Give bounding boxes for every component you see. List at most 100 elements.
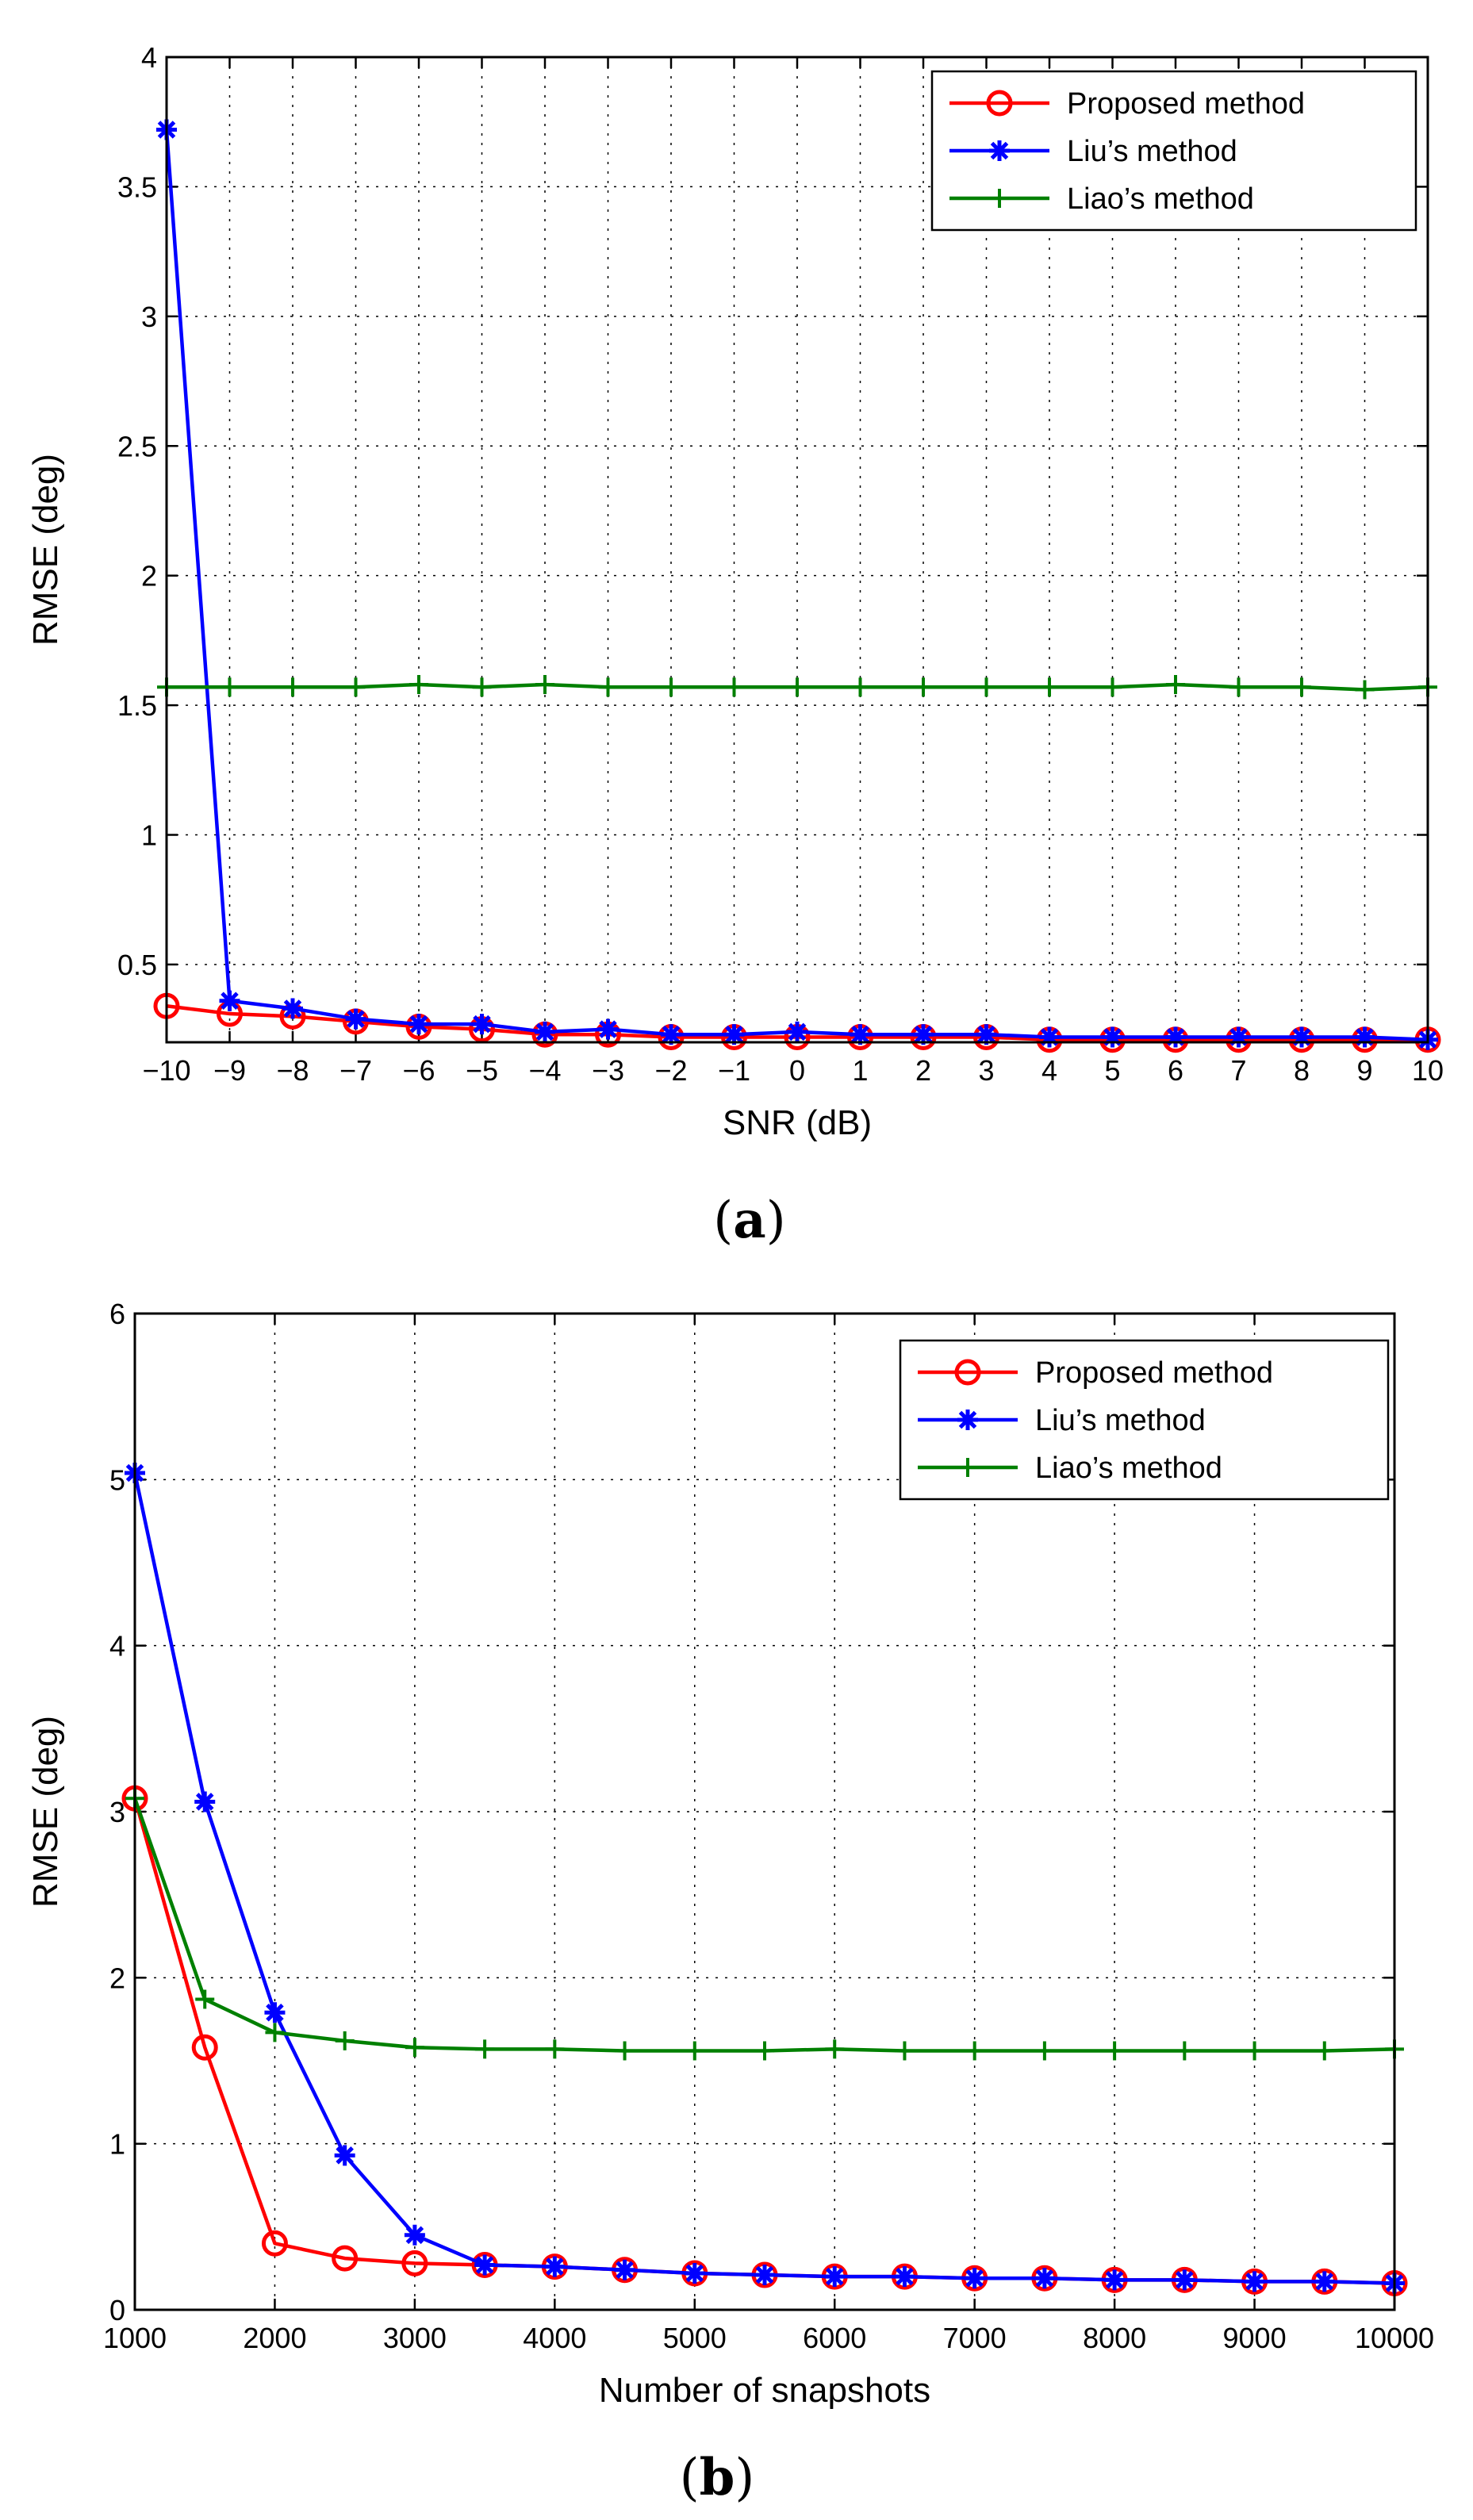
y-tick-label: 2 bbox=[109, 1962, 125, 1994]
data-point bbox=[544, 2256, 566, 2277]
data-point bbox=[914, 677, 933, 697]
data-point bbox=[976, 1024, 997, 1045]
data-point bbox=[265, 2023, 285, 2042]
data-point bbox=[755, 2041, 774, 2061]
x-tick-label: 9 bbox=[1356, 1054, 1372, 1087]
x-tick-label: 10000 bbox=[1355, 2322, 1434, 2354]
x-tick-label: 7 bbox=[1230, 1054, 1246, 1087]
x-tick-label: 8000 bbox=[1083, 2322, 1146, 2354]
data-point bbox=[335, 2031, 355, 2050]
data-point bbox=[598, 677, 618, 697]
data-point bbox=[964, 2268, 985, 2289]
legend: Proposed method Liu’s method Liao’s method bbox=[899, 1339, 1390, 1501]
x-tick-label: −10 bbox=[142, 1054, 190, 1087]
x-tick-label: 5 bbox=[1104, 1054, 1120, 1087]
axes-frame bbox=[133, 1312, 1396, 2311]
x-tick-label: 10 bbox=[1412, 1054, 1444, 1087]
legend-label: Proposed method bbox=[1035, 1356, 1273, 1390]
data-point bbox=[346, 677, 366, 697]
x-tick-label: −9 bbox=[213, 1054, 246, 1087]
data-point bbox=[405, 2038, 424, 2058]
y-tick-label: 2 bbox=[141, 560, 157, 593]
data-point bbox=[282, 998, 303, 1019]
data-point bbox=[824, 2266, 846, 2288]
chart-b: 1000 2000 3000 4000 5000 6000 7000 8000 9000 1000… bbox=[26, 1298, 1434, 2507]
data-point bbox=[724, 677, 744, 697]
x-tick-label: −1 bbox=[718, 1054, 750, 1087]
chart-a: −10 −9 −8 −7 −6 −5 −4 −3 −2 −1 0 1 2 3 4 5 6 7 8 9 100.511.5… bbox=[26, 41, 1444, 1250]
y-tick-label: 3 bbox=[141, 301, 157, 333]
x-tick-label: 3000 bbox=[383, 2322, 447, 2354]
legend-marker bbox=[986, 90, 1013, 117]
series-2 bbox=[156, 119, 1438, 1050]
y-tick-label: 1 bbox=[141, 819, 157, 852]
data-point bbox=[1040, 677, 1059, 697]
legend-label: Liao’s method bbox=[1067, 182, 1254, 216]
data-point bbox=[614, 2259, 635, 2280]
data-point bbox=[475, 2039, 495, 2059]
data-point bbox=[1245, 2041, 1264, 2061]
data-point bbox=[1244, 2271, 1265, 2292]
data-point bbox=[220, 677, 240, 697]
legend-marker bbox=[957, 1410, 978, 1430]
x-tick-label: −8 bbox=[276, 1054, 309, 1087]
y-tick-label: 1 bbox=[109, 2128, 125, 2161]
data-point bbox=[1102, 1026, 1123, 1048]
data-point bbox=[334, 2145, 355, 2166]
legend-label: Liao’s method bbox=[1035, 1452, 1222, 1485]
legend-label: Liu’s method bbox=[1035, 1404, 1206, 1437]
y-tick-label: 6 bbox=[109, 1298, 125, 1330]
x-tick-label: −3 bbox=[592, 1054, 624, 1087]
x-axis-label: Number of snapshots bbox=[599, 2371, 930, 2410]
data-point bbox=[1314, 2041, 1334, 2061]
data-point bbox=[1314, 2271, 1335, 2292]
data-point bbox=[787, 1021, 807, 1042]
legend-label: Proposed method bbox=[1067, 87, 1305, 121]
data-point bbox=[788, 677, 807, 697]
data-point bbox=[615, 2041, 635, 2061]
data-point bbox=[535, 674, 554, 694]
data-point bbox=[1291, 1026, 1312, 1048]
data-point bbox=[345, 1008, 366, 1030]
data-point bbox=[1354, 1026, 1375, 1048]
data-point bbox=[283, 677, 302, 697]
x-tick-label: 6 bbox=[1168, 1054, 1183, 1087]
data-point bbox=[661, 1024, 681, 1045]
data-point bbox=[194, 1791, 216, 1812]
legend-marker bbox=[990, 189, 1009, 208]
data-point bbox=[474, 2254, 496, 2276]
data-point bbox=[535, 1021, 555, 1042]
x-tick-label: −6 bbox=[402, 1054, 435, 1087]
series-3 bbox=[125, 1789, 1404, 2061]
x-tick-label: 9000 bbox=[1223, 2322, 1287, 2354]
x-tick-label: −2 bbox=[654, 1054, 687, 1087]
x-tick-label: 2000 bbox=[243, 2322, 306, 2354]
data-point bbox=[1174, 2269, 1195, 2291]
legend-label: Liu’s method bbox=[1067, 135, 1237, 168]
data-point bbox=[976, 677, 996, 697]
data-point bbox=[219, 990, 240, 1011]
data-point bbox=[1165, 1026, 1186, 1048]
axes-frame bbox=[165, 56, 1429, 1044]
data-point bbox=[1175, 2041, 1195, 2061]
x-tick-label: 1 bbox=[852, 1054, 868, 1087]
x-tick-label: 5000 bbox=[663, 2322, 727, 2354]
data-point bbox=[1105, 2041, 1125, 2061]
data-point bbox=[1104, 2269, 1126, 2291]
x-tick-label: 1000 bbox=[103, 2322, 167, 2354]
data-point bbox=[850, 677, 870, 697]
data-point bbox=[965, 2041, 984, 2061]
data-point bbox=[895, 2041, 915, 2061]
data-point bbox=[191, 2034, 218, 2061]
x-axis-label: SNR (dB) bbox=[723, 1103, 872, 1142]
data-point bbox=[1292, 677, 1311, 697]
data-point bbox=[1228, 1026, 1249, 1048]
data-point bbox=[261, 2230, 288, 2257]
data-point bbox=[684, 2262, 705, 2284]
x-tick-label: 7000 bbox=[943, 2322, 1007, 2354]
x-tick-label: −4 bbox=[528, 1054, 561, 1087]
data-point bbox=[332, 2245, 359, 2272]
legend-marker bbox=[989, 140, 1010, 161]
data-point bbox=[471, 1014, 493, 1035]
